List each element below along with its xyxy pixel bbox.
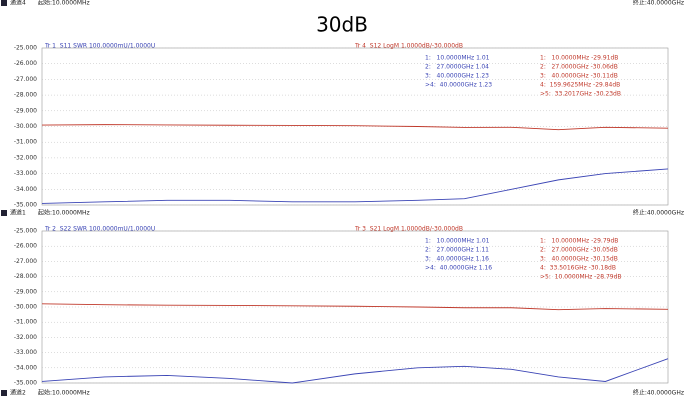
y-tick-label: -25.000 <box>14 45 37 52</box>
start-label: 起始:10.0000MHz <box>38 209 90 217</box>
marker-readout: 4: 33.5016GHz -30.18dB <box>540 265 616 272</box>
start-label: 起始:10.0000MHz <box>38 0 90 7</box>
y-tick-label: -35.000 <box>14 380 37 387</box>
marker-readout: 1: 10.0000MHz -29.79dB <box>540 238 618 245</box>
marker-readout: 3: 40.0000GHz -30.11dB <box>540 73 618 80</box>
y-tick-label: -33.000 <box>14 349 37 356</box>
channel-label: 通道1 <box>10 209 26 217</box>
stop-label: 终止:40.0000GHz <box>633 209 684 217</box>
marker-readout: >5: 33.2017GHz -30.23dB <box>540 91 621 98</box>
marker-readout: 2: 27.0000GHz -30.06dB <box>540 64 618 71</box>
title: 30dB <box>316 13 368 37</box>
channel-box <box>1 390 7 396</box>
y-tick-label: -31.000 <box>14 139 37 146</box>
y-tick-label: -26.000 <box>14 243 37 250</box>
marker-readout: 2: 27.0000GHz -30.05dB <box>540 247 618 254</box>
marker-readout: 2: 27.0000GHz 1.11 <box>425 247 489 254</box>
y-tick-label: -33.000 <box>14 170 37 177</box>
trace-label: Tr 2 S22 SWR 100.0000mU/1.0000U <box>44 226 155 233</box>
y-tick-label: -27.000 <box>14 258 37 265</box>
marker-readout: 2: 27.0000GHz 1.04 <box>425 64 489 71</box>
trace-label: Tr 4 S12 LogM 1.0000dB/-30.000dB <box>354 43 463 50</box>
y-tick-label: -29.000 <box>14 107 37 114</box>
marker-readout: 1: 10.0000MHz -29.91dB <box>540 55 618 62</box>
marker-readout: 1: 10.0000MHz 1.01 <box>425 238 490 245</box>
y-tick-label: -35.000 <box>14 202 37 209</box>
trace-line <box>41 124 669 131</box>
stop-label: 终止:40.0000GHz <box>633 389 684 396</box>
trace-line <box>41 168 669 204</box>
y-tick-label: -27.000 <box>14 76 37 83</box>
marker-readout: 1: 10.0000MHz 1.01 <box>425 55 490 62</box>
stop-label: 终止:40.0000GHz <box>633 0 684 7</box>
marker-readout: 3: 40.0000GHz 1.16 <box>425 256 489 263</box>
y-tick-label: -28.000 <box>14 92 37 99</box>
channel-label: 通道4 <box>10 0 26 7</box>
marker-readout: >5: 10.0000MHz -28.79dB <box>540 274 622 281</box>
channel-label: 通道2 <box>10 389 26 396</box>
y-tick-label: -32.000 <box>14 334 37 341</box>
marker-readout: >4: 40.0000GHz 1.16 <box>425 265 492 272</box>
y-tick-label: -28.000 <box>14 273 37 280</box>
y-tick-label: -30.000 <box>14 123 37 130</box>
marker-readout: 3: 40.0000GHz -30.15dB <box>540 256 618 263</box>
marker-readout: >4: 40.0000GHz 1.23 <box>425 82 492 89</box>
marker-readout: 3: 40.0000GHz 1.23 <box>425 73 489 80</box>
y-tick-label: -25.000 <box>14 228 37 235</box>
marker-readout: 4: 159.9625MHz -29.84dB <box>540 82 620 89</box>
y-tick-label: -34.000 <box>14 364 37 371</box>
y-tick-label: -32.000 <box>14 154 37 161</box>
trace-line <box>41 358 669 384</box>
trace-line <box>41 303 669 311</box>
y-tick-label: -34.000 <box>14 186 37 193</box>
channel-box <box>1 0 7 6</box>
channel-box <box>1 210 7 216</box>
y-tick-label: -26.000 <box>14 60 37 67</box>
trace-label: Tr 3 S21 LogM 1.0000dB/-30.000dB <box>354 226 463 233</box>
start-label: 起始:10.0000MHz <box>38 389 90 396</box>
trace-label: Tr 1 S11 SWR 100.0000mU/1.0000U <box>44 43 155 50</box>
y-tick-label: -31.000 <box>14 319 37 326</box>
y-tick-label: -29.000 <box>14 288 37 295</box>
y-tick-label: -30.000 <box>14 304 37 311</box>
